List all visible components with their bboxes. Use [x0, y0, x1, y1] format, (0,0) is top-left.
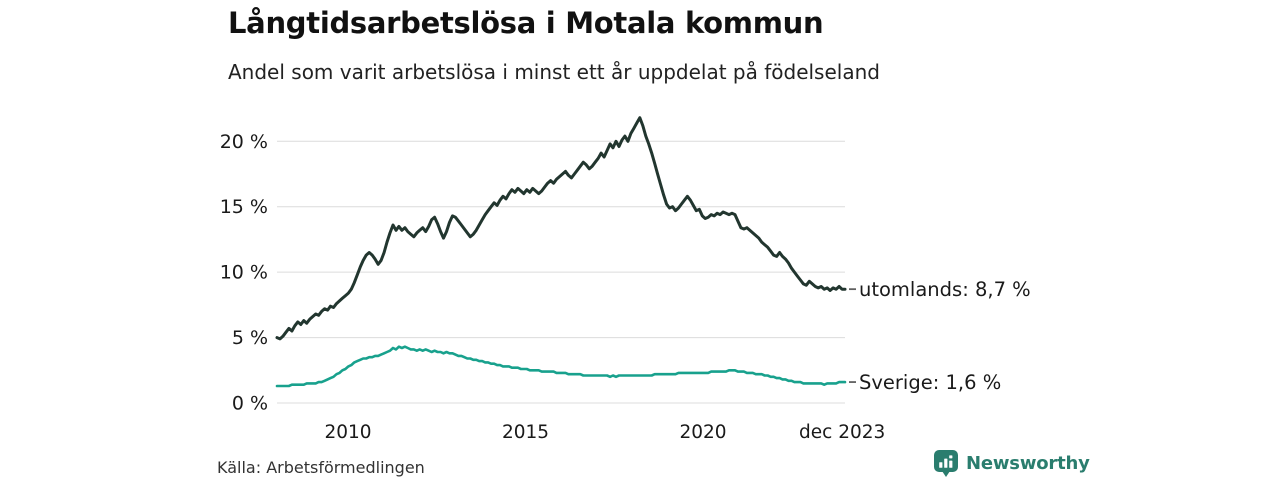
- x-tick-label: dec 2023: [799, 422, 885, 443]
- chart-title: Långtidsarbetslösa i Motala kommun: [228, 6, 824, 40]
- source-caption: Källa: Arbetsförmedlingen: [217, 458, 425, 477]
- newsworthy-brand-link[interactable]: Newsworthy: [933, 449, 1090, 478]
- chart-subtitle: Andel som varit arbetslösa i minst ett å…: [228, 60, 880, 84]
- newsworthy-logo-icon: [934, 450, 958, 477]
- x-tick-label: 2015: [502, 422, 549, 443]
- x-tick-label: 2010: [324, 422, 371, 443]
- y-tick-label: 10 %: [220, 262, 268, 284]
- y-tick-label: 20 %: [220, 131, 268, 153]
- y-tick-label: 0 %: [232, 393, 268, 415]
- y-tick-label: 5 %: [232, 327, 268, 349]
- x-tick-label: 2020: [679, 422, 726, 443]
- series-line-utomlands: [275, 116, 847, 341]
- series-label-utomlands: utomlands: 8,7 %: [859, 278, 1031, 301]
- y-tick-label: 15 %: [220, 196, 268, 218]
- series-line-sverige: [275, 345, 847, 388]
- newsworthy-wordmark: Newsworthy: [966, 453, 1090, 474]
- series-label-sverige: Sverige: 1,6 %: [859, 371, 1001, 394]
